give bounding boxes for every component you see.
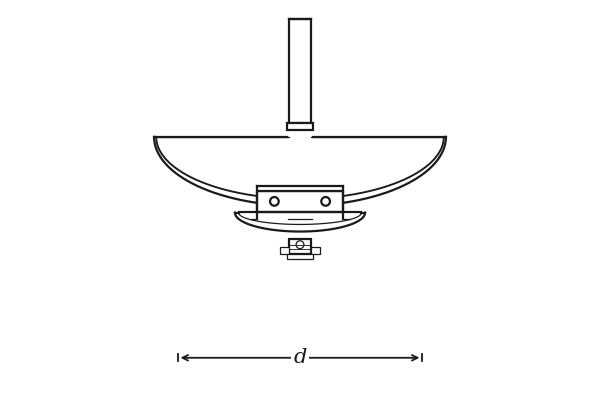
Bar (287, 123, 313, 130)
Circle shape (270, 197, 278, 206)
Bar (289, 240, 311, 254)
Text: d: d (293, 348, 307, 367)
Bar (287, 254, 313, 259)
Circle shape (322, 197, 330, 206)
Bar (311, 247, 320, 254)
Bar (280, 247, 289, 254)
FancyBboxPatch shape (289, 18, 311, 123)
Bar (257, 191, 343, 212)
